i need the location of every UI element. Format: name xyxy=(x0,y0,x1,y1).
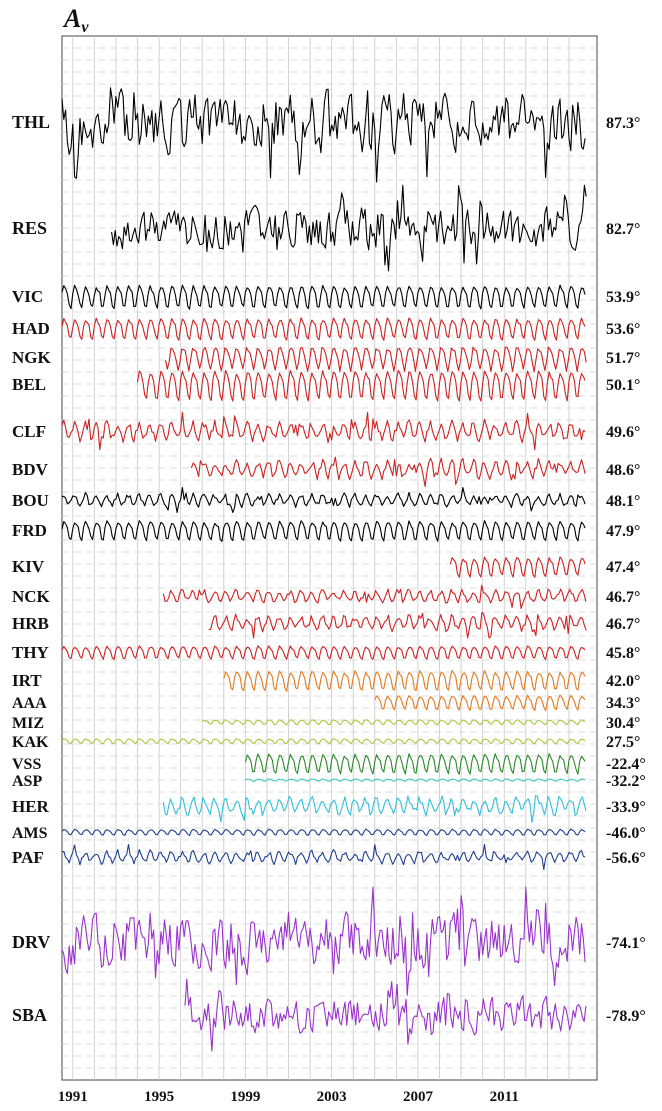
station-label-paf: PAF xyxy=(12,848,44,867)
series-bou xyxy=(61,486,586,514)
series-miz xyxy=(201,719,586,726)
x-tick-label: 2003 xyxy=(317,1089,347,1105)
station-label-bou: BOU xyxy=(12,491,49,510)
series-her xyxy=(162,795,587,823)
series-ngk xyxy=(164,346,587,373)
station-label-ngk: NGK xyxy=(12,348,52,367)
series-thy xyxy=(61,645,586,661)
station-labels: THL 87.3° RES 82.7° VIC 53.9° HAD 53.6° NGK 51.7°… xyxy=(12,112,646,1025)
station-label-thy: THY xyxy=(12,643,49,662)
series-kiv xyxy=(449,556,586,578)
series-res xyxy=(111,184,587,272)
latitude-label-aaa: 34.3° xyxy=(606,695,640,712)
latitude-label-kak: 27.5° xyxy=(606,734,640,751)
latitude-label-vic: 53.9° xyxy=(606,289,640,306)
series-vss xyxy=(244,753,586,775)
series-vic xyxy=(61,284,586,310)
station-label-frd: FRD xyxy=(12,521,47,540)
station-label-nck: NCK xyxy=(12,587,51,606)
latitude-label-miz: 30.4° xyxy=(606,715,640,732)
series-nck xyxy=(162,584,587,610)
series-aaa xyxy=(374,694,586,712)
latitude-label-vss: -22.4° xyxy=(606,756,646,773)
series-bel xyxy=(136,369,586,402)
latitude-label-her: -33.9° xyxy=(606,799,646,816)
series-group xyxy=(61,87,587,1052)
latitude-label-frd: 47.9° xyxy=(606,523,640,540)
latitude-label-bdv: 48.6° xyxy=(606,462,640,479)
latitude-label-drv: -74.1° xyxy=(606,935,646,952)
series-paf xyxy=(61,843,586,871)
station-label-had: HAD xyxy=(12,319,50,338)
station-label-bel: BEL xyxy=(12,375,46,394)
station-label-vic: VIC xyxy=(12,287,43,306)
latitude-label-ams: -46.0° xyxy=(606,825,646,842)
series-bdv xyxy=(190,456,586,488)
station-label-vss: VSS xyxy=(12,756,41,773)
station-label-asp: ASP xyxy=(12,773,42,790)
station-label-irt: IRT xyxy=(12,671,42,690)
station-label-clf: CLF xyxy=(12,422,46,441)
latitude-label-hrb: 46.7° xyxy=(606,616,640,633)
station-label-kiv: KIV xyxy=(12,557,45,576)
x-axis-ticks: 1991 1995 1999 2003 2007 2011 xyxy=(58,1089,519,1105)
latitude-label-bel: 50.1° xyxy=(606,377,640,394)
series-frd xyxy=(61,520,586,542)
latitude-label-asp: -32.2° xyxy=(606,773,646,790)
grid xyxy=(61,35,598,1081)
station-label-kak: KAK xyxy=(12,734,49,751)
station-label-aaa: AAA xyxy=(12,695,47,712)
station-label-bdv: BDV xyxy=(12,460,49,479)
x-tick-label: 1999 xyxy=(230,1089,260,1105)
series-sba xyxy=(184,978,587,1052)
series-hrb xyxy=(208,611,587,639)
series-ams xyxy=(61,828,586,836)
station-label-miz: MIZ xyxy=(12,715,44,732)
latitude-label-bou: 48.1° xyxy=(606,493,640,510)
series-asp xyxy=(245,778,586,782)
latitude-label-paf: -56.6° xyxy=(606,850,646,867)
chart-title: Av xyxy=(62,4,89,36)
latitude-label-kiv: 47.4° xyxy=(606,559,640,576)
latitude-label-nck: 46.7° xyxy=(606,589,640,606)
station-label-her: HER xyxy=(12,797,50,816)
series-clf xyxy=(61,411,586,451)
x-tick-label: 2011 xyxy=(490,1089,519,1105)
latitude-label-res: 82.7° xyxy=(606,221,640,238)
station-label-hrb: HRB xyxy=(12,614,49,633)
latitude-label-had: 53.6° xyxy=(606,321,640,338)
latitude-label-ngk: 51.7° xyxy=(606,350,640,367)
station-label-res: RES xyxy=(12,218,47,238)
x-tick-label: 1995 xyxy=(144,1089,174,1105)
station-label-ams: AMS xyxy=(12,825,48,842)
latitude-label-thy: 45.8° xyxy=(606,645,640,662)
chart-title-subscript: v xyxy=(81,19,89,36)
series-kak xyxy=(61,738,586,745)
latitude-label-thl: 87.3° xyxy=(606,115,640,132)
station-label-drv: DRV xyxy=(12,932,50,952)
plot-frame xyxy=(61,35,598,1081)
x-tick-label: 2007 xyxy=(403,1089,434,1105)
latitude-label-sba: -78.9° xyxy=(606,1008,646,1025)
station-label-sba: SBA xyxy=(12,1005,47,1025)
latitude-label-irt: 42.0° xyxy=(606,673,640,690)
series-had xyxy=(61,317,586,341)
series-drv xyxy=(61,886,586,996)
station-label-thl: THL xyxy=(12,112,50,132)
series-thl xyxy=(61,87,586,183)
latitude-label-clf: 49.6° xyxy=(606,424,640,441)
x-tick-label: 1991 xyxy=(58,1089,88,1105)
series-irt xyxy=(223,670,586,692)
